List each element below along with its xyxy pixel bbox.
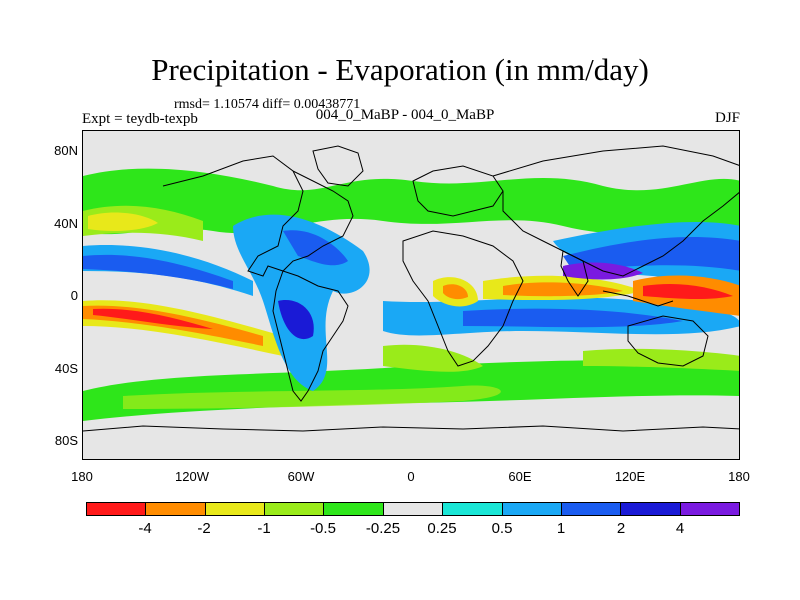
s-atlantic-green [383, 344, 483, 372]
y-label-0: 0 [70, 288, 78, 303]
x-label-180w: 180 [71, 469, 93, 484]
x-label-0: 0 [407, 469, 415, 484]
north-america-outline [162, 155, 354, 277]
x-label-120e: 120E [614, 469, 646, 484]
season-label: DJF [714, 110, 740, 126]
x-label-120w: 120W [175, 469, 209, 484]
y-label-40n: 40N [54, 216, 78, 231]
y-label-80s: 80S [54, 433, 78, 448]
colorbar-swatch [87, 503, 147, 515]
y-label-40s: 40S [54, 361, 78, 376]
asia-outline [492, 145, 739, 277]
sh-storm-track-lime [123, 385, 501, 409]
colorbar-label: 1 [556, 520, 566, 537]
india-outline [560, 250, 589, 297]
sam-wet-core [278, 300, 314, 340]
maritime-outline [602, 290, 674, 307]
colorbar-label: -4 [138, 520, 152, 537]
colorbar-swatch [265, 503, 325, 515]
africa-outline [402, 230, 524, 367]
precip-evap-map [82, 130, 740, 460]
x-label-60e: 60E [508, 469, 532, 484]
europe-outline [412, 165, 504, 217]
x-label-180e: 180 [728, 469, 750, 484]
colorbar-swatch [205, 503, 266, 515]
wpac-dry-core [643, 284, 733, 300]
colorbar-label: 0.25 [427, 520, 457, 537]
colorbar [86, 502, 740, 516]
colorbar-swatch [502, 503, 562, 515]
npac-wet-core [83, 254, 233, 289]
y-label-80n: 80N [54, 143, 78, 158]
wpac-wet-core [563, 236, 739, 271]
case-label: 004_0_MaBP - 004_0_MaBP [315, 107, 495, 123]
plot-title: Precipitation - Evaporation (in mm/day) [151, 52, 649, 87]
africa-dry-core [443, 284, 468, 300]
colorbar-label: -2 [197, 520, 211, 537]
indian-wet-core [463, 308, 683, 328]
colorbar-label: -0.25 [365, 520, 401, 537]
americas-wet-core [283, 230, 348, 266]
colorbar-swatch [680, 503, 739, 515]
australia-outline [627, 315, 709, 367]
colorbar-label: -1 [257, 520, 271, 537]
colorbar-label: 4 [675, 520, 685, 537]
colorbar-swatch [621, 503, 681, 515]
indian-dry-core [503, 282, 623, 297]
epac-dry-core2 [93, 308, 213, 329]
colorbar-label: 0.5 [491, 520, 513, 537]
colorbar-label: 2 [616, 520, 626, 537]
colorbar-label: -0.5 [310, 520, 336, 537]
colorbar-swatch [324, 503, 384, 515]
nh-band-yellow [88, 212, 158, 231]
s-pacific-green [583, 348, 739, 371]
field-layer [83, 145, 739, 432]
colorbar-swatch [146, 503, 206, 515]
antarctica-outline [83, 425, 739, 432]
colorbar-swatch [443, 503, 503, 515]
colorbar-swatch [561, 503, 622, 515]
x-label-60w: 60W [287, 469, 315, 484]
south-america-outline [272, 270, 349, 402]
experiment-label: Expt = teydb-texpb [82, 111, 198, 127]
colorbar-swatch [383, 503, 444, 515]
greenland-outline [312, 145, 364, 187]
stats-line: rmsd= 1.10574 diff= 0.00438771 [174, 97, 361, 112]
coastlines [83, 145, 739, 432]
